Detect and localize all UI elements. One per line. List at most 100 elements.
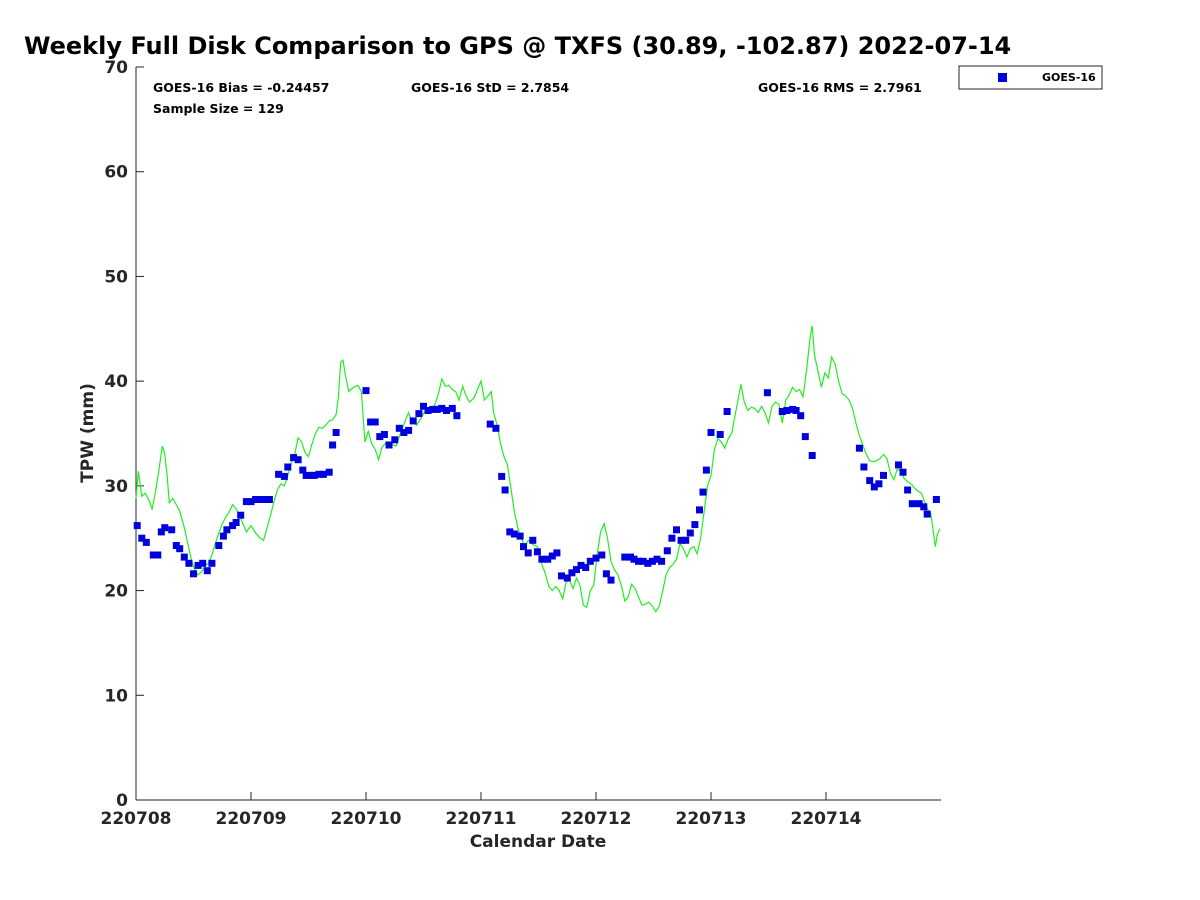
goes16-point [176,545,184,553]
goes16-point [644,559,652,567]
goes16-point [783,407,791,414]
legend-box [958,65,1103,90]
goes16-point [592,554,600,562]
goes16-point [275,470,283,478]
goes16-point [290,454,298,462]
y-tick-label: 60 [104,163,128,183]
rms-stat: GOES-16 RMS = 2.7961 [758,80,922,95]
legend: GOES-16 [958,65,1103,90]
sample-size-stat: Sample Size = 129 [153,101,284,116]
goes16-point [168,526,176,534]
goes16-point [492,424,500,432]
goes16-point [194,561,202,569]
goes16-point [653,555,661,563]
goes16-point [405,426,413,434]
goes16-point [553,549,561,557]
goes16-point [299,466,307,474]
x-tick-label: 220709 [216,809,287,829]
goes16-point [332,429,340,436]
goes16-series [133,387,940,584]
goes16-point [325,468,333,476]
goes16-point [510,530,518,538]
goes16-point [582,564,590,571]
goes16-point [223,526,231,534]
goes16-point [875,480,883,488]
goes16-point [501,486,509,494]
plot-axes [135,67,941,801]
goes16-point [668,534,676,542]
goes16-point [498,472,506,480]
goes16-point [367,418,375,426]
goes16-point [429,405,437,413]
goes16-point [385,441,393,449]
goes16-point [319,470,327,478]
goes16-point [677,536,685,544]
goes16-point [908,500,916,508]
goes16-point [433,405,441,413]
goes16-point [448,404,456,412]
goes16-point [261,496,269,503]
std-stat: GOES-16 StD = 2.7854 [411,80,569,95]
x-tick-label: 220713 [676,809,747,829]
goes16-point [658,557,666,565]
y-axis-label: TPW (mm) [78,383,98,483]
goes16-point [568,569,576,577]
goes16-point [438,404,446,412]
x-tick-label: 220714 [791,809,862,829]
goes16-point [256,496,264,503]
legend-marker [998,73,1007,82]
goes16-point [548,552,556,560]
goes16-point [294,456,302,464]
y-tick-label: 70 [104,58,128,78]
goes16-point [391,436,399,444]
goes16-point [801,433,809,441]
goes16-point [524,549,532,557]
goes16-point [797,412,805,420]
goes16-point [380,431,388,438]
goes16-point [648,557,656,565]
goes16-point [808,452,816,459]
goes16-point [558,572,565,580]
goes16-point [663,547,671,555]
goes16-point [716,431,724,438]
chart-title: Weekly Full Disk Comparison to GPS @ TXF… [24,32,1011,60]
goes16-point [723,408,731,415]
goes16-point [415,410,423,418]
goes16-point [247,498,255,506]
goes16-point [265,496,273,503]
goes16-point [520,543,527,551]
goes16-point [315,470,323,478]
y-tick-label: 30 [104,477,128,497]
goes16-point [533,548,541,556]
goes16-point [563,574,571,582]
goes16-point [506,528,514,536]
goes16-point [778,408,786,415]
goes16-point [215,542,223,549]
goes16-point [904,486,912,494]
goes16-point [443,407,450,414]
goes16-point [544,555,552,563]
goes16-point [280,472,288,480]
y-tick-label: 10 [104,686,128,706]
goes16-point [203,567,211,575]
goes16-point [149,551,157,559]
x-ticks: 220708 220709 220710 220711 220712 220713 2207… [101,792,862,829]
goes16-point [639,557,647,565]
goes16-point [154,551,162,559]
goes16-point [157,528,165,536]
goes16-point [219,532,227,540]
goes16-point [529,536,537,544]
goes16-point [232,519,240,526]
legend-label-goes16: GOES-16 [1042,71,1096,84]
goes16-point [376,433,384,441]
gps-series [135,325,941,613]
goes16-point [310,471,318,479]
goes16-point [362,387,370,395]
goes16-point [138,534,146,542]
goes16-point [691,521,699,529]
gps-line [135,325,941,613]
y-tick-label: 0 [116,791,128,811]
goes16-point [621,553,629,561]
goes16-point [923,510,931,518]
goes16-point [242,498,250,506]
